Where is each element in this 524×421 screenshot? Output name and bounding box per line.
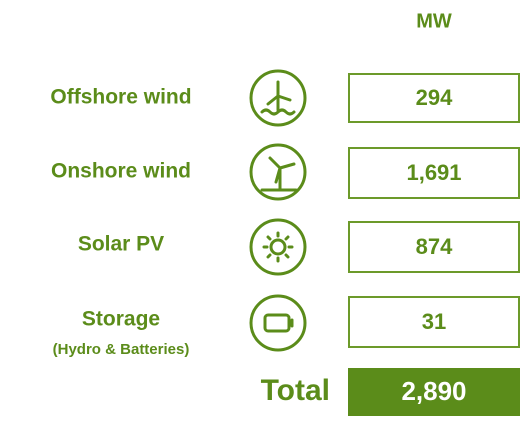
value-box: [348, 221, 520, 273]
row-sublabel: (Hydro & Batteries): [53, 341, 190, 358]
row-label: Onshore wind: [51, 160, 191, 183]
battery-icon: [249, 294, 307, 352]
row-value: 874: [416, 234, 453, 259]
unit-header: MW: [416, 10, 452, 32]
row-value: 31: [422, 309, 446, 334]
value-box: [348, 147, 520, 199]
total-label: Total: [261, 374, 330, 407]
solar-icon: [249, 218, 307, 276]
row-label: Storage: [82, 308, 160, 331]
row-label: Solar PV: [78, 233, 164, 256]
total-value: 2,890: [401, 376, 466, 406]
onshore-wind-icon: [249, 143, 307, 201]
row-value: 294: [416, 85, 453, 110]
value-box: [348, 296, 520, 348]
row-value: 1,691: [406, 160, 461, 185]
value-box: [348, 73, 520, 123]
row-label: Offshore wind: [50, 86, 191, 109]
offshore-wind-icon: [249, 69, 307, 127]
total-box: [348, 368, 520, 416]
